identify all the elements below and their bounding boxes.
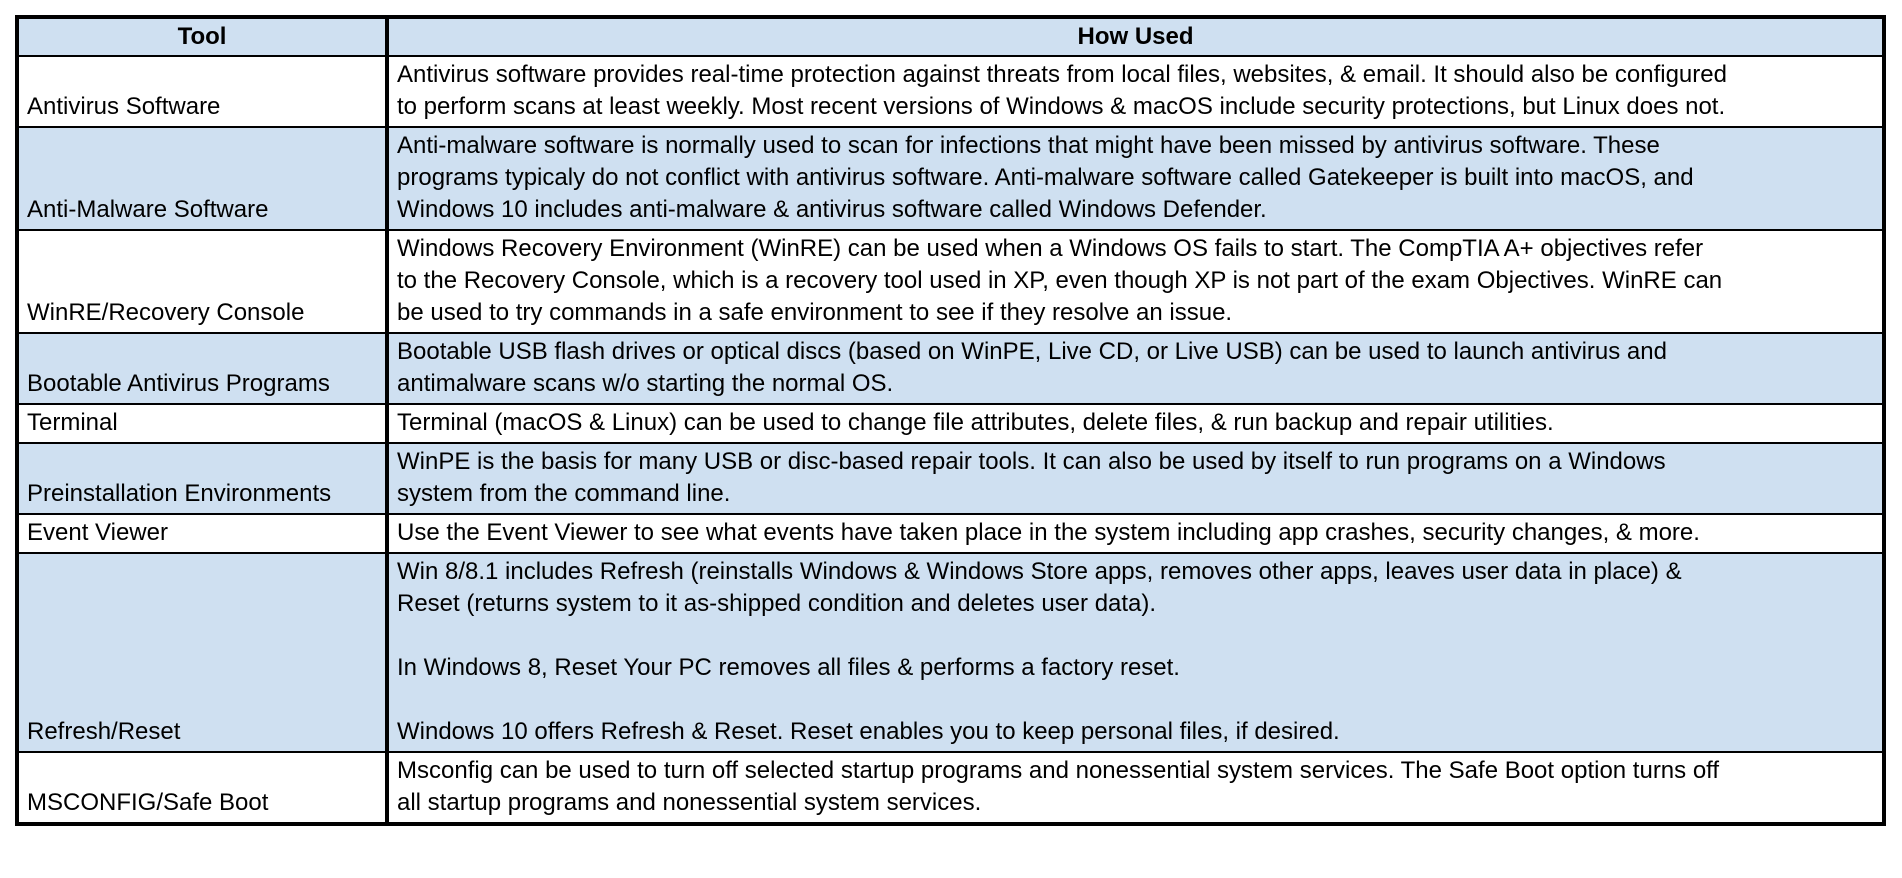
description-line: Win 8/8.1 includes Refresh (reinstalls W… — [397, 558, 1682, 585]
table-row: WinRE/Recovery Console Windows Recovery E… — [16, 229, 1885, 334]
tool-cell: Anti-Malware Software — [16, 126, 389, 231]
description-line: be used to try commands in a safe enviro… — [397, 299, 1233, 326]
description-line: system from the command line. — [397, 480, 731, 507]
tool-cell: Antivirus Software — [16, 55, 389, 128]
how-used-cell: Terminal (macOS & Linux) can be used to … — [386, 403, 1885, 444]
tool-cell: Terminal — [16, 403, 389, 444]
how-used-cell: WinPE is the basis for many USB or disc-… — [386, 442, 1885, 515]
description-line: to perform scans at least weekly. Most r… — [397, 93, 1726, 120]
tool-cell: Event Viewer — [16, 513, 389, 554]
how-used-cell: Use the Event Viewer to see what events … — [386, 513, 1885, 554]
tools-table: Tool How Used Antivirus Software Antiviru… — [15, 15, 1886, 826]
description-line: to the Recovery Console, which is a reco… — [397, 267, 1723, 294]
blank-line — [397, 684, 1874, 716]
description-line: all startup programs and nonessential sy… — [397, 789, 982, 816]
header-how-used: How Used — [386, 16, 1885, 57]
description-line: Windows Recovery Environment (WinRE) can… — [397, 235, 1704, 262]
table-row: Preinstallation Environments WinPE is the… — [16, 442, 1885, 515]
blank-line — [397, 620, 1874, 652]
how-used-cell: Windows Recovery Environment (WinRE) can… — [386, 229, 1885, 334]
table-row: MSCONFIG/Safe Boot Msconfig can be used t… — [16, 751, 1885, 825]
description-line: Terminal (macOS & Linux) can be used to … — [397, 409, 1554, 436]
description-line: Windows 10 includes anti-malware & antiv… — [397, 196, 1267, 223]
table-body: Antivirus Software Antivirus software pro… — [16, 55, 1885, 825]
table-row: Bootable Antivirus Programs Bootable USB … — [16, 332, 1885, 405]
how-used-cell: Anti-malware software is normally used t… — [386, 126, 1885, 231]
tool-cell: MSCONFIG/Safe Boot — [16, 751, 389, 825]
description-line: In Windows 8, Reset Your PC removes all … — [397, 654, 1180, 681]
table-row: Event Viewer Use the Event Viewer to see … — [16, 513, 1885, 554]
description-line: Use the Event Viewer to see what events … — [397, 519, 1700, 546]
tool-cell: Preinstallation Environments — [16, 442, 389, 515]
how-used-cell: Bootable USB flash drives or optical dis… — [386, 332, 1885, 405]
description-line: Antivirus software provides real-time pr… — [397, 61, 1727, 88]
header-row: Tool How Used — [16, 16, 1885, 57]
description-line: Windows 10 offers Refresh & Reset. Reset… — [397, 718, 1340, 745]
table-row: Terminal Terminal (macOS & Linux) can be … — [16, 403, 1885, 444]
header-tool: Tool — [16, 16, 389, 57]
how-used-cell: Msconfig can be used to turn off selecte… — [386, 751, 1885, 825]
description-line: programs typicaly do not conflict with a… — [397, 164, 1694, 191]
table-row: Antivirus Software Antivirus software pro… — [16, 55, 1885, 128]
tool-cell: Bootable Antivirus Programs — [16, 332, 389, 405]
description-line: Anti-malware software is normally used t… — [397, 132, 1660, 159]
tool-cell: WinRE/Recovery Console — [16, 229, 389, 334]
table-row: Refresh/Reset Win 8/8.1 includes Refresh … — [16, 552, 1885, 753]
description-line: Msconfig can be used to turn off selecte… — [397, 757, 1720, 784]
description-line: Bootable USB flash drives or optical dis… — [397, 338, 1667, 365]
how-used-cell: Antivirus software provides real-time pr… — [386, 55, 1885, 128]
how-used-cell: Win 8/8.1 includes Refresh (reinstalls W… — [386, 552, 1885, 753]
description-line: WinPE is the basis for many USB or disc-… — [397, 448, 1666, 475]
description-line: antimalware scans w/o starting the norma… — [397, 370, 894, 397]
description-line: Reset (returns system to it as-shipped c… — [397, 590, 1157, 617]
tool-cell: Refresh/Reset — [16, 552, 389, 753]
table-row: Anti-Malware Software Anti-malware softwa… — [16, 126, 1885, 231]
